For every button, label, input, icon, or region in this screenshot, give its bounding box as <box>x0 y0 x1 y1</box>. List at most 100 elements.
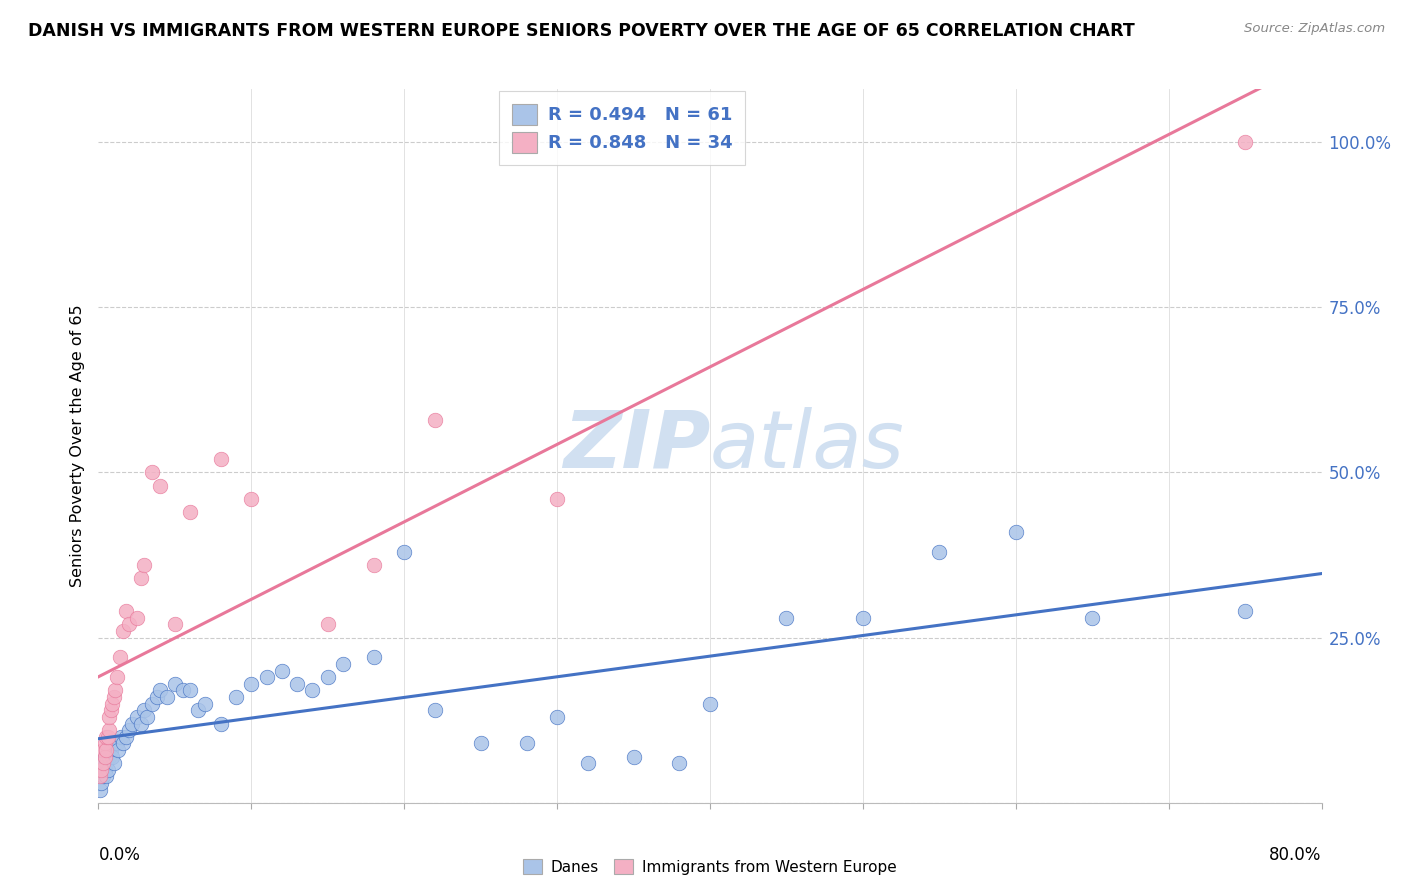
Point <box>172 683 194 698</box>
Point <box>240 491 263 506</box>
Point <box>179 683 201 698</box>
Point <box>90 776 112 790</box>
Point <box>98 749 121 764</box>
Point <box>105 670 128 684</box>
Point <box>104 683 127 698</box>
Point <box>129 716 152 731</box>
Point <box>392 545 416 559</box>
Point <box>194 697 217 711</box>
Point <box>125 611 148 625</box>
Point <box>546 710 568 724</box>
Point <box>111 736 134 750</box>
Y-axis label: Seniors Poverty Over the Age of 65: Seniors Poverty Over the Age of 65 <box>69 305 84 587</box>
Point <box>91 756 114 771</box>
Text: Source: ZipAtlas.com: Source: ZipAtlas.com <box>1244 22 1385 36</box>
Point <box>209 716 232 731</box>
Point <box>91 756 114 771</box>
Point <box>576 756 599 771</box>
Point <box>240 677 263 691</box>
Point <box>118 617 141 632</box>
Point <box>103 756 125 771</box>
Point <box>91 769 114 783</box>
Point <box>1234 135 1257 149</box>
Point <box>363 558 385 572</box>
Point <box>121 716 143 731</box>
Point <box>470 736 492 750</box>
Text: ZIP: ZIP <box>562 407 710 485</box>
Point <box>852 611 875 625</box>
Point <box>105 736 128 750</box>
Point <box>270 664 292 678</box>
Point <box>516 736 538 750</box>
Point <box>1004 524 1026 539</box>
Point <box>107 743 129 757</box>
Point <box>699 697 721 711</box>
Point <box>225 690 247 704</box>
Point <box>118 723 141 738</box>
Point <box>1234 604 1257 618</box>
Point <box>1081 611 1104 625</box>
Point <box>136 710 159 724</box>
Point <box>89 782 111 797</box>
Point <box>546 491 568 506</box>
Point <box>363 650 385 665</box>
Point <box>775 611 797 625</box>
Point <box>179 505 201 519</box>
Point <box>98 710 121 724</box>
Point <box>316 617 339 632</box>
Point <box>97 730 120 744</box>
Text: 80.0%: 80.0% <box>1270 846 1322 863</box>
Point <box>149 683 172 698</box>
Point <box>141 466 163 480</box>
Point <box>163 617 186 632</box>
Point <box>134 703 156 717</box>
Point <box>316 670 339 684</box>
Point <box>97 743 120 757</box>
Point <box>90 763 112 777</box>
Point <box>134 558 156 572</box>
Text: 0.0%: 0.0% <box>98 846 141 863</box>
Point <box>94 756 117 771</box>
Point <box>141 697 163 711</box>
Text: atlas: atlas <box>710 407 905 485</box>
Point <box>149 478 172 492</box>
Point <box>93 736 115 750</box>
Point <box>91 743 114 757</box>
Point <box>623 749 645 764</box>
Legend: Danes, Immigrants from Western Europe: Danes, Immigrants from Western Europe <box>517 853 903 880</box>
Point <box>94 730 117 744</box>
Point <box>100 743 122 757</box>
Point <box>103 690 125 704</box>
Point <box>285 677 308 691</box>
Point <box>125 710 148 724</box>
Point <box>108 650 131 665</box>
Point <box>94 769 117 783</box>
Point <box>104 736 127 750</box>
Point <box>423 703 446 717</box>
Point <box>187 703 209 717</box>
Point <box>145 690 167 704</box>
Point <box>209 452 232 467</box>
Point <box>423 412 446 426</box>
Point <box>101 749 124 764</box>
Point <box>98 723 121 738</box>
Point <box>668 756 690 771</box>
Point <box>928 545 950 559</box>
Point <box>115 604 138 618</box>
Point <box>163 677 186 691</box>
Point <box>93 763 115 777</box>
Point <box>332 657 354 671</box>
Point <box>94 743 117 757</box>
Point <box>97 763 120 777</box>
Point <box>89 769 111 783</box>
Point <box>301 683 323 698</box>
Text: DANISH VS IMMIGRANTS FROM WESTERN EUROPE SENIORS POVERTY OVER THE AGE OF 65 CORR: DANISH VS IMMIGRANTS FROM WESTERN EUROPE… <box>28 22 1135 40</box>
Point <box>129 571 152 585</box>
Point <box>101 697 124 711</box>
Point <box>93 749 115 764</box>
Point <box>93 749 115 764</box>
Point <box>90 763 112 777</box>
Point <box>256 670 278 684</box>
Point <box>100 703 122 717</box>
Point <box>156 690 179 704</box>
